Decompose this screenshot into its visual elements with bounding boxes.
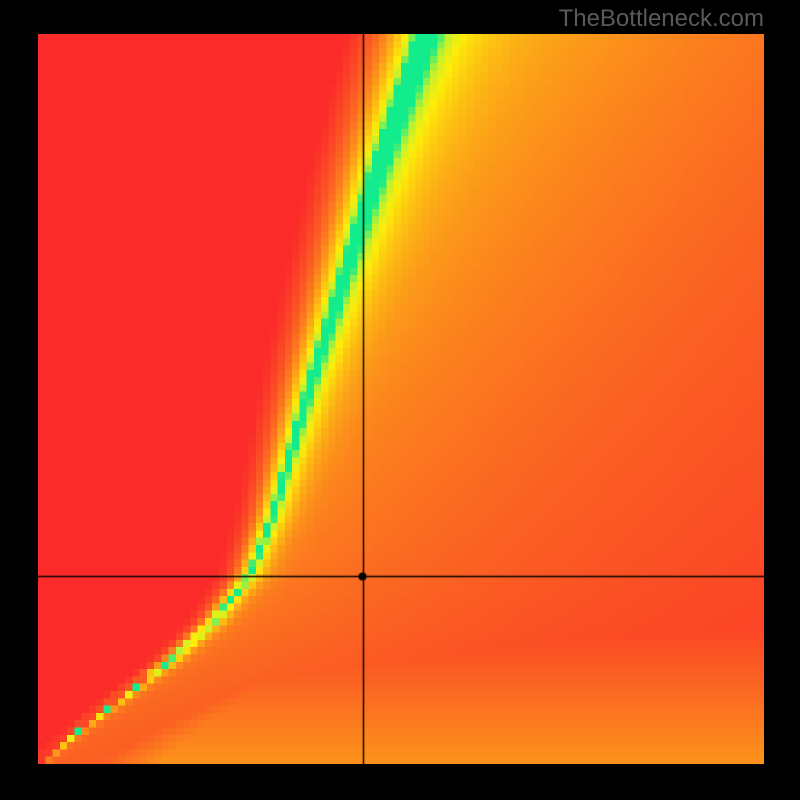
heatmap-canvas [38,34,764,764]
chart-container: TheBottleneck.com [0,0,800,800]
watermark-label: TheBottleneck.com [559,5,764,33]
